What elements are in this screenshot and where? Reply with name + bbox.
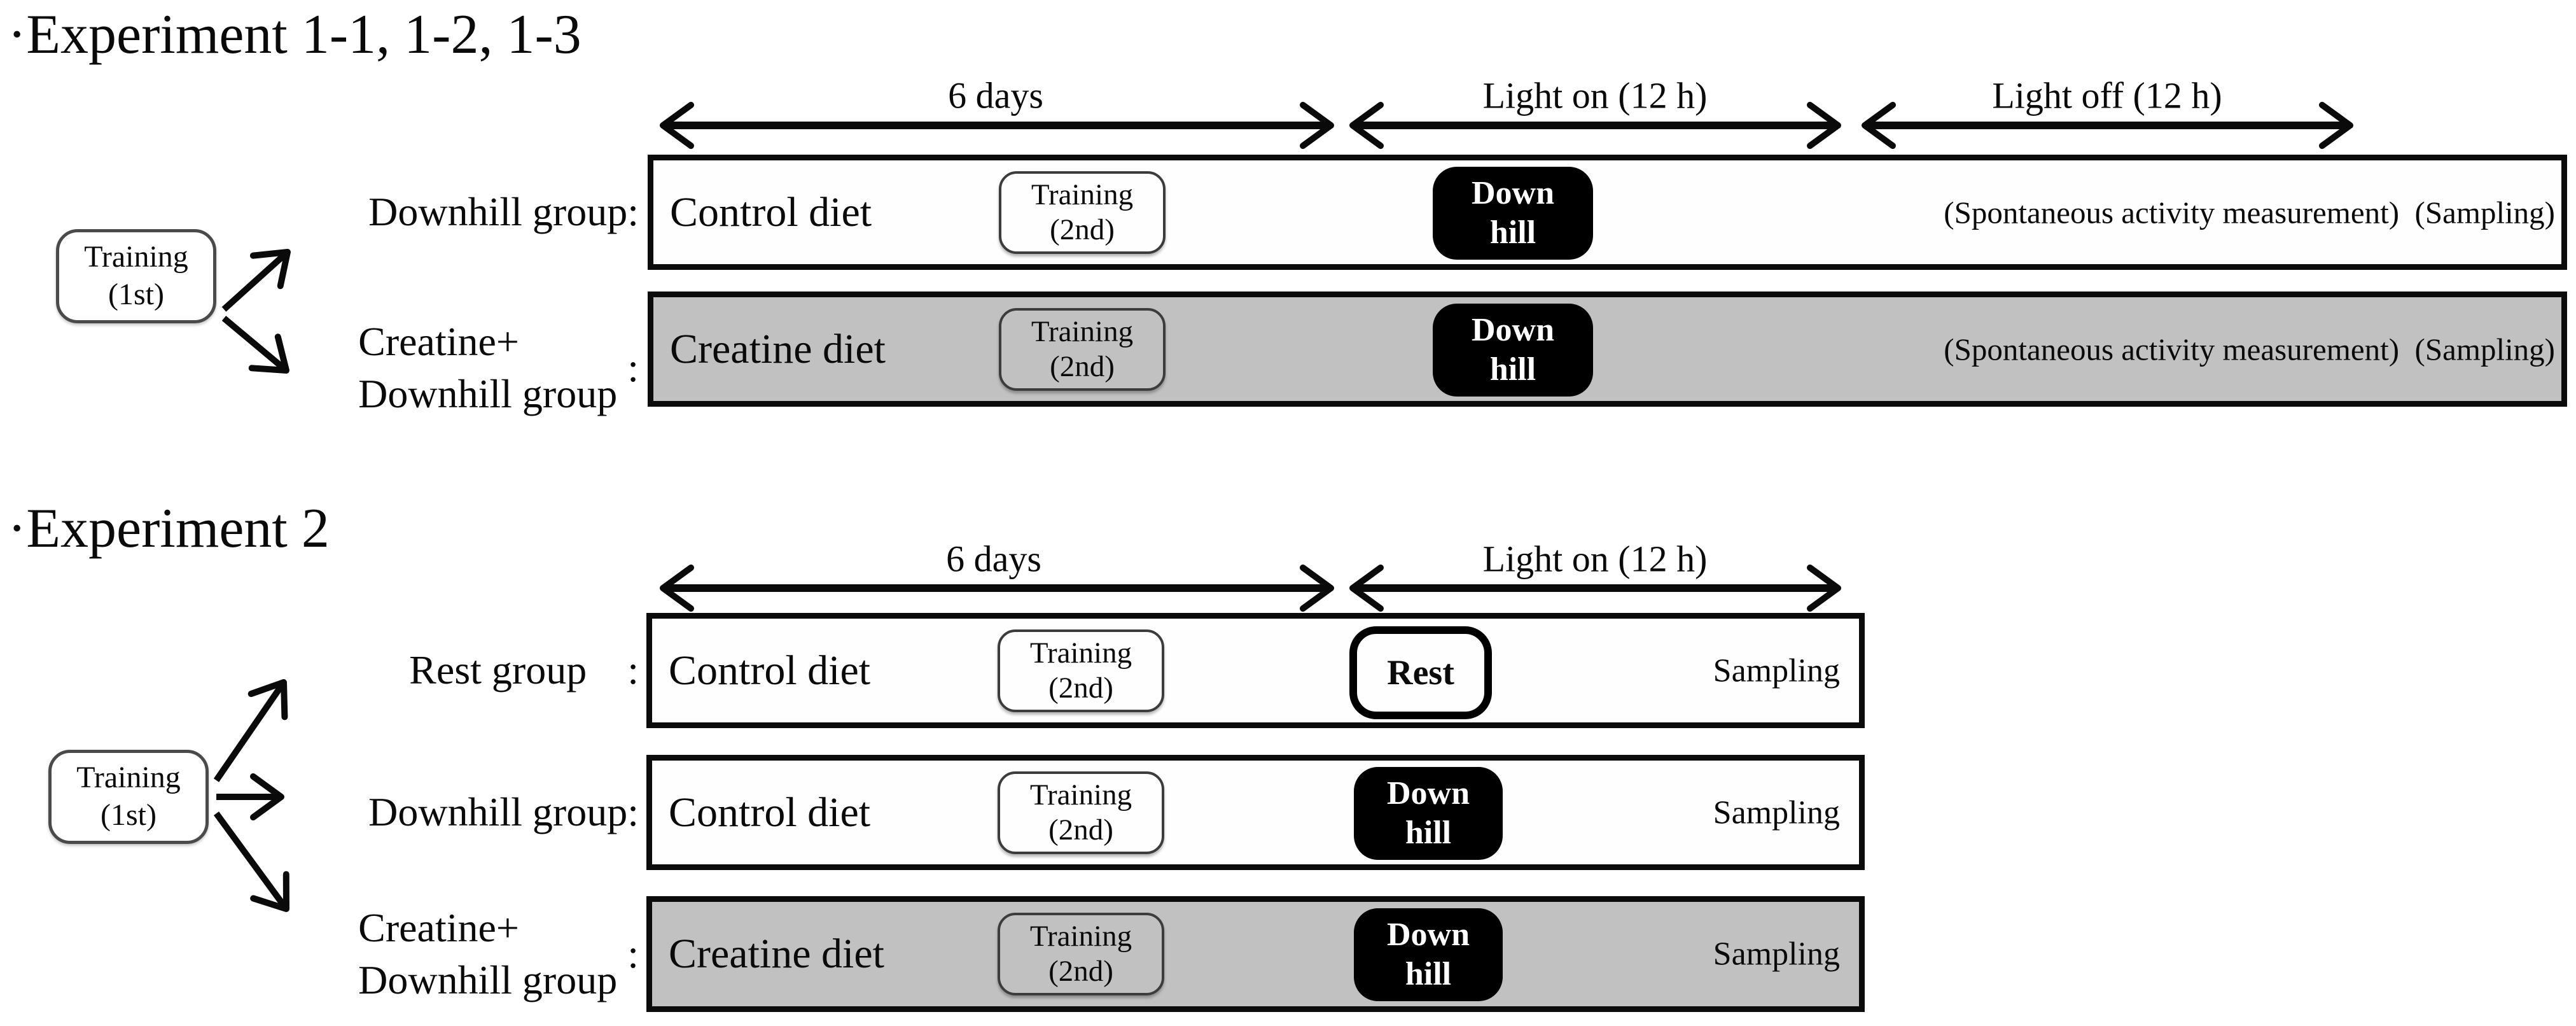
exp1-row1-downhill-box: Down hill xyxy=(1433,167,1593,260)
exp1-branch-arrow-downhill xyxy=(221,249,291,312)
exp2-row2-training-2nd-box: Training (2nd) xyxy=(998,771,1164,854)
exp2-row3-diet-label: Creatine diet xyxy=(669,931,885,977)
exp2-6days-label: 6 days xyxy=(946,538,1041,580)
exp2-row2-downhill-box: Down hill xyxy=(1354,767,1503,860)
exp1-row2-training-2nd-box: Training (2nd) xyxy=(999,308,1166,391)
exp1-row1-measurement-note: (Spontaneous activity measurement) (Samp… xyxy=(1944,195,2555,230)
exp2-row1-sampling-note: Sampling xyxy=(1713,652,1840,689)
experiment2-title: ·Experiment 2 xyxy=(8,498,330,559)
exp1-training-1st-box: Training (1st) xyxy=(56,229,216,323)
exp2-branch-arrow-creatine-downhill xyxy=(213,812,289,912)
exp1-6days-label: 6 days xyxy=(948,74,1043,116)
exp2-creatine-downhill-group-colon: : xyxy=(617,931,639,977)
exp2-rest-group-bar: Control diet Training (2nd) Rest Samplin… xyxy=(646,613,1865,728)
exp2-row3-downhill-box: Down hill xyxy=(1354,908,1503,1001)
exp2-downhill-group-colon: : xyxy=(627,789,639,835)
exp2-downhill-group-bar: Control diet Training (2nd) Down hill Sa… xyxy=(646,755,1865,870)
exp2-branch-arrow-rest xyxy=(213,679,288,782)
exp2-training-1st-box: Training (1st) xyxy=(48,750,209,844)
exp1-row1-diet-label: Control diet xyxy=(670,188,872,235)
exp2-creatine-downhill-group-bar: Creatine diet Training (2nd) Down hill S… xyxy=(646,896,1865,1012)
exp2-row2-diet-label: Control diet xyxy=(669,789,871,836)
exp1-light-on-label: Light on (12 h) xyxy=(1482,74,1708,116)
exp2-rest-group-name: Rest group xyxy=(409,647,587,693)
exp2-rest-group-colon: : xyxy=(587,647,639,693)
exp2-row2-sampling-note: Sampling xyxy=(1713,794,1840,831)
exp1-creatine-downhill-group-bar: Creatine diet Training (2nd) Down hill (… xyxy=(648,292,2567,407)
exp2-creatine-downhill-group-name: Creatine+ Downhill group xyxy=(358,905,618,1002)
exp2-row1-diet-label: Control diet xyxy=(669,647,871,694)
exp1-row2-measurement-note: (Spontaneous activity measurement) (Samp… xyxy=(1944,332,2555,367)
exp2-creatine-downhill-group-label: Creatine+ Downhill group : xyxy=(358,902,639,1006)
exp2-rest-group-label: Rest group : xyxy=(409,644,639,696)
experiment1-title: ·Experiment 1-1, 1-2, 1-3 xyxy=(8,4,581,66)
exp2-row1-rest-box: Rest xyxy=(1349,626,1492,719)
exp2-row1-training-2nd-box: Training (2nd) xyxy=(998,629,1164,712)
exp1-downhill-group-name: Downhill group xyxy=(368,189,628,235)
exp1-row2-diet-label: Creatine diet xyxy=(670,325,886,372)
exp1-downhill-group-colon: : xyxy=(627,189,639,235)
exp1-row2-downhill-box: Down hill xyxy=(1433,304,1593,397)
exp2-downhill-group-label: Downhill group: xyxy=(368,786,639,838)
exp1-row1-training-2nd-box: Training (2nd) xyxy=(999,171,1166,254)
exp1-downhill-group-bar: Control diet Training (2nd) Down hill (S… xyxy=(648,155,2567,270)
exp2-downhill-group-name: Downhill group xyxy=(368,789,628,835)
exp1-creatine-downhill-group-label: Creatine+ Downhill group : xyxy=(358,316,639,420)
exp1-creatine-downhill-group-name: Creatine+ Downhill group xyxy=(358,319,618,416)
exp1-light-off-label: Light off (12 h) xyxy=(1992,74,2222,116)
exp1-downhill-group-label: Downhill group: xyxy=(368,186,639,238)
exp2-row3-training-2nd-box: Training (2nd) xyxy=(998,913,1164,995)
exp1-branch-arrow-creatine-downhill xyxy=(221,316,289,374)
exp1-creatine-downhill-group-colon: : xyxy=(617,345,639,391)
exp2-light-on-label: Light on (12 h) xyxy=(1482,538,1708,580)
exp2-row3-sampling-note: Sampling xyxy=(1713,936,1840,973)
